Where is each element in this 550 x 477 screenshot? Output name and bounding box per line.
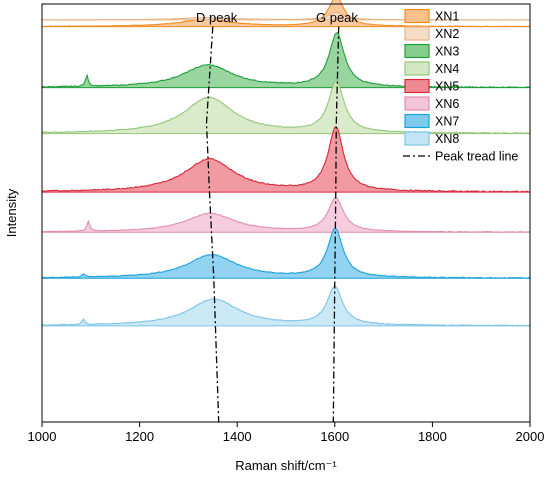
legend-swatch-xn4	[404, 61, 430, 76]
series-line-xn7	[41, 227, 531, 279]
x-tick-label-1000: 1000	[28, 429, 57, 444]
legend-label-xn7: XN7	[435, 115, 459, 129]
annotation-d-peak: D peak	[196, 10, 238, 25]
trend-line-g	[332, 26, 340, 423]
x-tick-label-1400: 1400	[223, 429, 252, 444]
series-area-xn6	[42, 197, 530, 233]
trend-line-d	[205, 26, 220, 423]
legend-swatch-xn7	[404, 113, 430, 129]
x-axis-title: Raman shift/cm⁻¹	[235, 458, 337, 473]
series-line-xn8	[41, 285, 531, 327]
legend-swatch-xn2	[404, 26, 430, 41]
series-area-xn7	[42, 228, 530, 279]
series-line-xn4	[41, 79, 531, 135]
legend-label-trend-line: Peak tread line	[435, 150, 518, 164]
legend-label-xn6: XN6	[435, 97, 459, 111]
x-axis-ticks: 1000 1200 1400 1600 1800 2000	[28, 422, 545, 444]
trend-line-layer	[205, 26, 340, 423]
legend-label-xn4: XN4	[435, 62, 459, 76]
plot-frame	[41, 3, 531, 423]
legend-label-xn8: XN8	[435, 132, 459, 146]
legend-label-xn3: XN3	[435, 45, 459, 59]
legend-label-xn1: XN1	[435, 10, 459, 24]
legend-swatch-xn3	[404, 43, 430, 59]
x-tick-label-1800: 1800	[418, 429, 447, 444]
x-tick-label-1600: 1600	[320, 429, 349, 444]
spectra-layer	[41, 0, 531, 327]
legend-swatch-xn6	[404, 96, 430, 111]
x-tick-label-2000: 2000	[516, 429, 545, 444]
annotation-g-peak: G peak	[316, 10, 358, 25]
series-line-xn6	[41, 197, 530, 233]
legend-label-xn2: XN2	[435, 27, 459, 41]
series-line-xn5	[41, 126, 531, 193]
x-tick-label-1200: 1200	[125, 429, 154, 444]
legend-swatch-xn8	[404, 131, 430, 146]
legend-swatch-xn1	[404, 8, 430, 24]
legend-label-xn5: XN5	[435, 80, 459, 94]
legend: XN1 XN2 XN3 XN4 XN5 XN6 XN7 XN8 Peak tread line	[403, 8, 518, 164]
series-area-xn8	[42, 286, 530, 326]
y-axis-title: Intensity	[4, 188, 19, 237]
legend-swatch-xn5	[404, 78, 430, 94]
